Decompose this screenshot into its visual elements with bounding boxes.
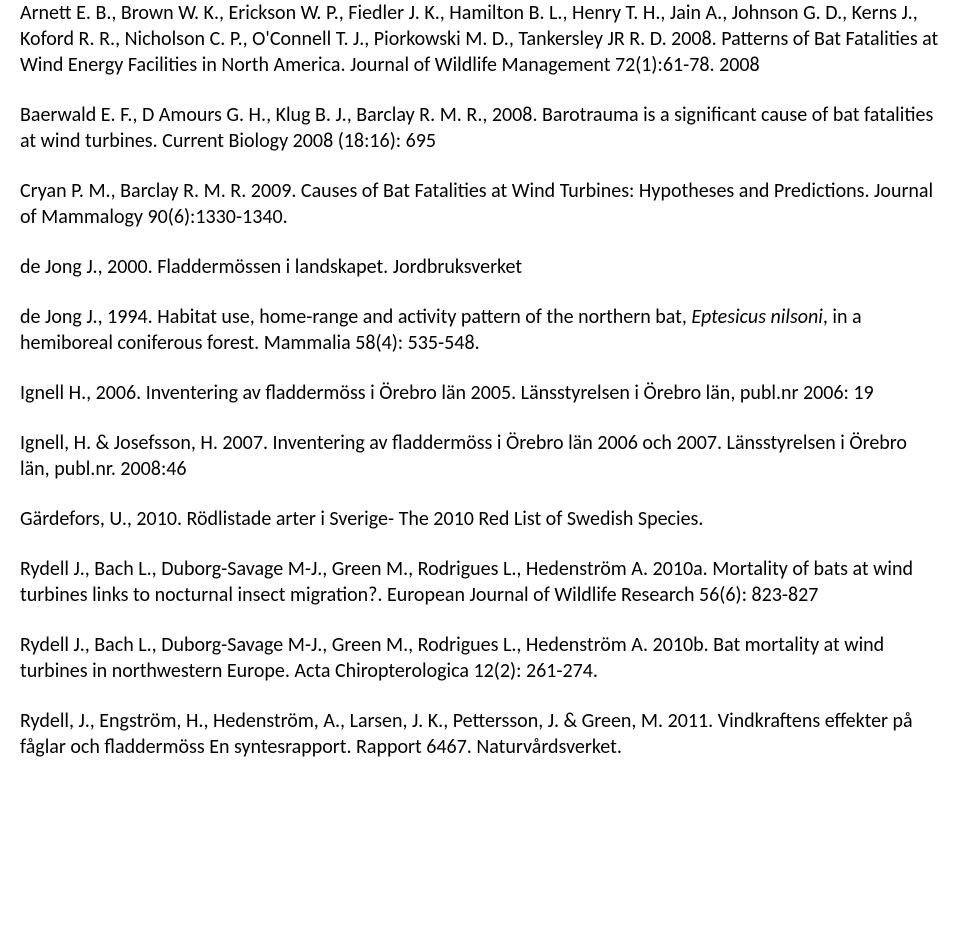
reference-entry: Cryan P. M., Barclay R. M. R. 2009. Caus… — [20, 178, 940, 230]
reference-entry: Gärdefors, U., 2010. Rödlistade arter i … — [20, 506, 940, 532]
reference-entry: Baerwald E. F., D Amours G. H., Klug B. … — [20, 102, 940, 154]
reference-entry: de Jong J., 1994. Habitat use, home-rang… — [20, 304, 940, 356]
reference-text-italic: Eptesicus nilsoni — [691, 305, 823, 329]
reference-text: Ignell H., 2006. Inventering av fladderm… — [20, 381, 874, 405]
reference-text: de Jong J., 2000. Fladdermössen i landsk… — [20, 255, 522, 279]
reference-entry: Rydell J., Bach L., Duborg-Savage M-J., … — [20, 556, 940, 608]
reference-entry: Ignell H., 2006. Inventering av fladderm… — [20, 380, 940, 406]
reference-text: Rydell, J., Engström, H., Hedenström, A.… — [20, 709, 913, 759]
reference-entry: Arnett E. B., Brown W. K., Erickson W. P… — [20, 0, 940, 78]
reference-text: Rydell J., Bach L., Duborg-Savage M-J., … — [20, 557, 913, 607]
reference-text: Arnett E. B., Brown W. K., Erickson W. P… — [20, 1, 938, 77]
reference-text: Baerwald E. F., D Amours G. H., Klug B. … — [20, 103, 933, 153]
reference-entry: Rydell J., Bach L., Duborg-Savage M-J., … — [20, 632, 940, 684]
reference-text: Cryan P. M., Barclay R. M. R. 2009. Caus… — [20, 179, 933, 229]
reference-entry: Rydell, J., Engström, H., Hedenström, A.… — [20, 708, 940, 760]
reference-entry: Ignell, H. & Josefsson, H. 2007. Invente… — [20, 430, 940, 482]
reference-text: Rydell J., Bach L., Duborg-Savage M-J., … — [20, 633, 884, 683]
reference-text: Ignell, H. & Josefsson, H. 2007. Invente… — [20, 431, 907, 481]
reference-text: Gärdefors, U., 2010. Rödlistade arter i … — [20, 507, 703, 531]
reference-text-prefix: de Jong J., 1994. Habitat use, home-rang… — [20, 305, 691, 329]
reference-entry: de Jong J., 2000. Fladdermössen i landsk… — [20, 254, 940, 280]
